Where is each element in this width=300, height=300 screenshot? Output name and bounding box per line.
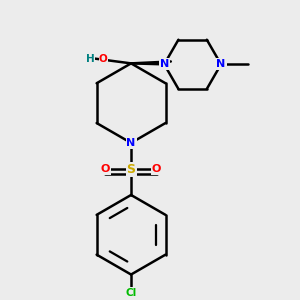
Text: N: N bbox=[160, 59, 169, 69]
Text: O: O bbox=[99, 54, 108, 64]
Text: N: N bbox=[126, 138, 136, 148]
Text: O: O bbox=[152, 164, 161, 174]
Text: H: H bbox=[86, 54, 94, 64]
Text: N: N bbox=[216, 59, 226, 69]
Text: Cl: Cl bbox=[125, 289, 137, 298]
Text: O: O bbox=[101, 164, 110, 174]
Text: S: S bbox=[127, 163, 136, 176]
